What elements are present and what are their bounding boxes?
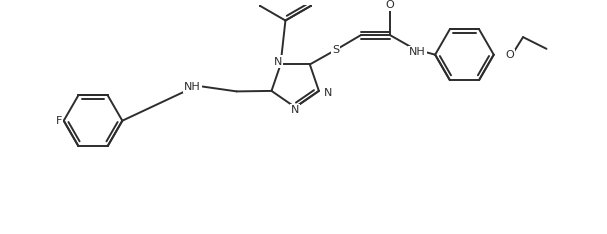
Text: N: N [324,88,332,98]
Text: N: N [273,57,282,66]
Text: N: N [291,105,299,115]
Text: O: O [506,50,514,60]
Text: O: O [385,0,395,10]
Text: S: S [332,45,339,55]
Text: NH: NH [185,81,201,91]
Text: NH: NH [409,47,426,57]
Text: F: F [55,116,62,126]
